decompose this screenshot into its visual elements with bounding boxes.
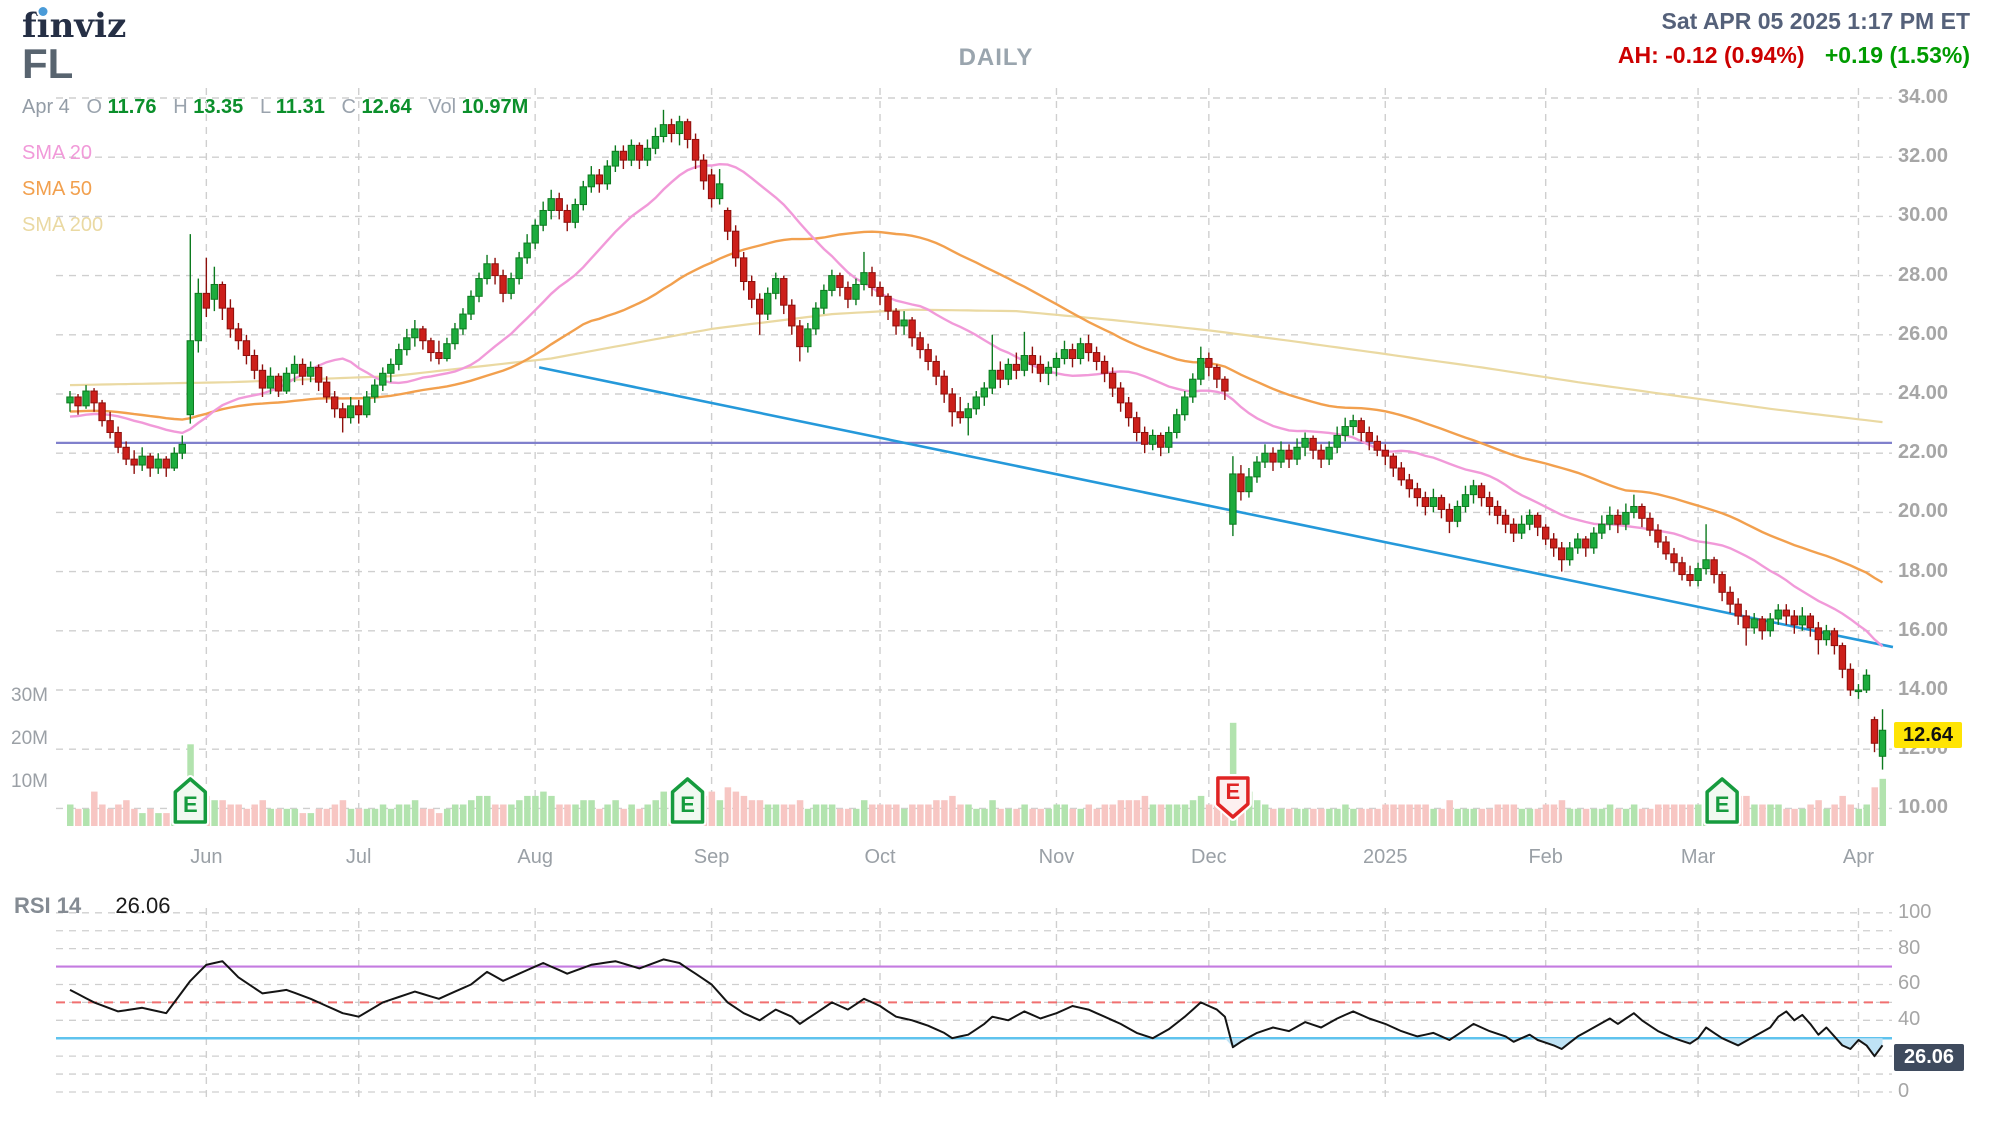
ohlc-label: C — [324, 96, 362, 118]
ohlc-label: O — [69, 96, 108, 118]
price-tick: 30.00 — [1898, 204, 1949, 227]
ohlc-value: 10.97M — [461, 96, 529, 118]
price-tick: 20.00 — [1898, 500, 1949, 523]
month-tick: Jun — [190, 846, 223, 868]
price-tick: 34.00 — [1898, 86, 1949, 108]
svg-text:E: E — [183, 792, 198, 817]
volume-tick: 20M — [11, 728, 48, 749]
price-tick: 16.00 — [1898, 618, 1949, 641]
rsi-current-value: 26.06 — [115, 893, 171, 918]
earnings-badge[interactable]: E — [668, 775, 707, 826]
ohlc-date: Apr 4 — [22, 96, 70, 118]
volume-tick: 30M — [11, 685, 48, 706]
month-tick: Aug — [517, 846, 553, 868]
month-tick: Nov — [1038, 846, 1075, 868]
volume-tick: 10M — [11, 771, 48, 792]
month-tick: Apr — [1842, 846, 1875, 868]
price-tick: 22.00 — [1898, 441, 1949, 464]
legend-item-sma20: SMA 20 — [22, 142, 93, 164]
ohlc-label: L — [243, 96, 276, 118]
ohlc-label: H — [156, 96, 194, 118]
month-tick: Mar — [1680, 846, 1716, 868]
ohlc-value: 12.64 — [361, 96, 412, 118]
ohlc-label: Vol — [411, 96, 462, 118]
month-tick: Sep — [693, 846, 730, 868]
month-tick: 2025 — [1363, 846, 1408, 868]
ohlc-value: 11.31 — [275, 96, 325, 118]
price-tick: 18.00 — [1898, 559, 1949, 582]
rsi-tick: 60 — [1898, 972, 1921, 995]
afterhours-change: AH: -0.12 (0.94%) — [1617, 42, 1805, 68]
logo-letter-i: i — [36, 6, 50, 46]
price-tick: 26.00 — [1898, 322, 1949, 345]
quote-datetime: Sat APR 05 2025 1:17 PM ET — [1661, 8, 1970, 34]
price-tick: 14.00 — [1898, 678, 1949, 700]
rsi-tick: 40 — [1898, 1008, 1921, 1031]
rsi-title-row: RSI 14 26.06 — [14, 893, 170, 919]
rsi-title: RSI 14 — [14, 893, 82, 918]
ohlc-value: 11.76 — [107, 96, 157, 118]
price-tick: 28.00 — [1898, 263, 1949, 286]
svg-text:E: E — [1715, 792, 1730, 817]
price-tick: 24.00 — [1898, 382, 1949, 404]
rsi-tick: 0 — [1898, 1080, 1910, 1102]
svg-text:E: E — [680, 792, 695, 817]
month-tick: Feb — [1528, 846, 1563, 868]
earnings-badge[interactable]: E — [171, 775, 210, 826]
month-tick: Jul — [345, 846, 372, 868]
finviz-logo[interactable]: finviz — [22, 6, 126, 46]
earnings-badge[interactable]: E — [1703, 775, 1742, 826]
month-tick: Dec — [1191, 846, 1227, 868]
logo-letters: nviz — [49, 6, 127, 46]
legend-item-sma200: SMA 200 — [22, 214, 104, 236]
legend-item-sma50: SMA 50 — [22, 178, 93, 200]
rsi-value-badge: 26.06 — [1894, 1044, 1964, 1071]
rsi-tick: 100 — [1898, 900, 1932, 923]
earnings-badge[interactable]: E — [1213, 774, 1252, 821]
logo-letter: f — [22, 6, 37, 46]
price-tick: 32.00 — [1898, 145, 1949, 168]
month-tick: Oct — [864, 846, 896, 868]
svg-text:E: E — [1226, 779, 1241, 804]
rsi-tick: 80 — [1898, 936, 1921, 959]
ticker-symbol: FL — [22, 40, 74, 87]
timeframe-label: DAILY — [958, 44, 1034, 71]
last-price-badge: 12.64 — [1894, 722, 1962, 748]
price-changes: AH: -0.12 (0.94%) +0.19 (1.53%) — [1618, 42, 1970, 69]
price-tick: 10.00 — [1898, 796, 1949, 819]
header-right: Sat APR 05 2025 1:17 PM ET AH: -0.12 (0.… — [1618, 8, 1970, 69]
session-change: +0.19 (1.53%) — [1824, 42, 1970, 68]
